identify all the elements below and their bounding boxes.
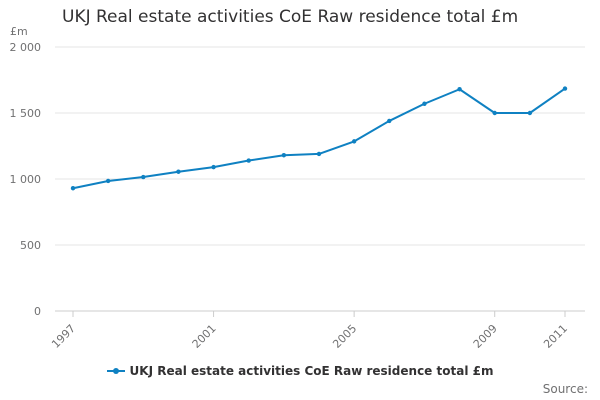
x-axis-ticks (72, 311, 566, 317)
x-tick-label: 2011 (541, 322, 570, 351)
data-point (141, 174, 146, 180)
data-point (527, 110, 533, 116)
data-point (316, 151, 322, 157)
data-point (281, 153, 287, 158)
data-point (457, 87, 462, 92)
x-tick-label: 2005 (330, 322, 359, 351)
x-axis-tick-labels: 1997 2001 2005 2009 2011 (49, 322, 570, 351)
y-tick-label: 2 000 (10, 41, 42, 54)
y-axis-unit-label: £m (10, 25, 28, 38)
y-axis-tick-labels: 0 500 1 000 1 500 2 000 (10, 41, 42, 318)
y-tick-label: 500 (20, 239, 41, 252)
data-point (70, 186, 76, 191)
source-label: Source: (542, 382, 588, 396)
y-tick-label: 0 (34, 305, 41, 318)
series-lines (72, 87, 566, 190)
legend: UKJ Real estate activities CoE Raw resid… (0, 364, 600, 378)
legend-swatch (106, 368, 125, 374)
y-tick-label: 1 000 (10, 173, 42, 186)
data-point (492, 110, 497, 116)
data-point (176, 169, 181, 174)
data-point (422, 101, 427, 106)
data-point (562, 86, 568, 91)
data-point (246, 158, 251, 163)
y-tick-label: 1 500 (10, 107, 42, 120)
data-point (211, 164, 216, 170)
series-points (70, 86, 568, 191)
data-point (105, 178, 111, 184)
series-line (72, 87, 566, 190)
data-point (351, 139, 357, 144)
x-tick-label: 2001 (190, 322, 219, 351)
x-tick-label: 1997 (49, 322, 78, 351)
chart-title: UKJ Real estate activities CoE Raw resid… (62, 7, 519, 27)
legend-label: UKJ Real estate activities CoE Raw resid… (129, 364, 494, 378)
x-tick-label: 2009 (471, 322, 500, 351)
legend-marker (112, 368, 119, 374)
data-point (387, 118, 392, 124)
